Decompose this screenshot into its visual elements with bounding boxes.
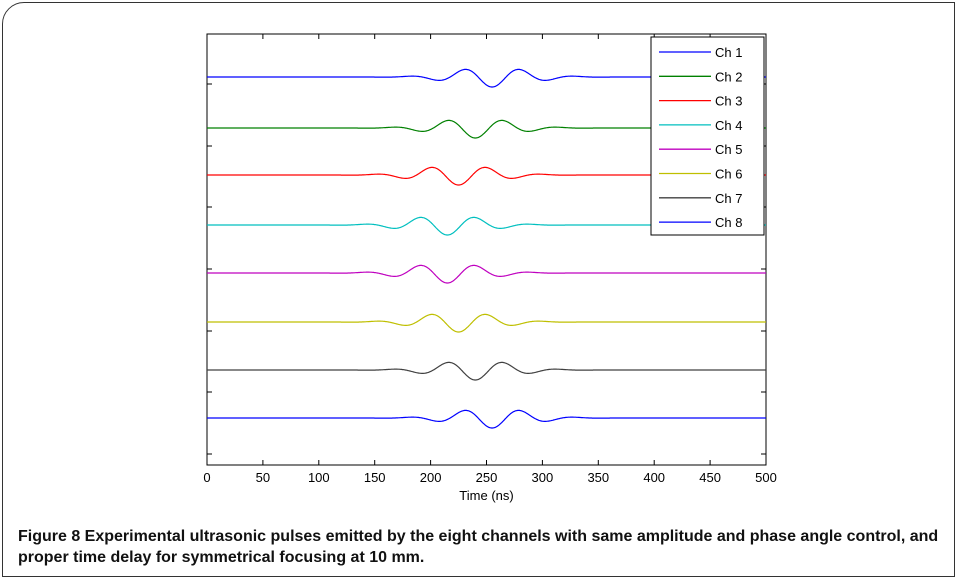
x-tick-label: 0 [203, 470, 210, 485]
x-axis-label: Time (ns) [459, 488, 513, 503]
series-line-5 [207, 264, 766, 284]
x-tick-label: 50 [256, 470, 270, 485]
x-tick-label: 150 [364, 470, 386, 485]
x-tick-label: 450 [699, 470, 721, 485]
caption-text: Experimental ultrasonic pulses emitted b… [18, 528, 939, 566]
series-line-7 [207, 361, 766, 381]
x-tick-label: 250 [476, 470, 498, 485]
x-tick-label: 100 [308, 470, 330, 485]
series-line-6 [207, 313, 766, 333]
chart: 0 50 100 150 200 250 300 350 400 450 500 Time (ns) C… [203, 33, 777, 503]
series-line-8 [207, 409, 766, 429]
x-tick-label: 300 [532, 470, 554, 485]
legend-label-4: Ch 4 [715, 118, 742, 133]
x-tick-label: 400 [643, 470, 665, 485]
legend-label-2: Ch 2 [715, 69, 742, 84]
figure-caption: Figure 8 Experimental ultrasonic pulses … [18, 526, 943, 568]
x-tick-label: 500 [755, 470, 777, 485]
legend-label-8: Ch 8 [715, 215, 742, 230]
legend-label-1: Ch 1 [715, 45, 742, 60]
legend-label-7: Ch 7 [715, 191, 742, 206]
legend-label-3: Ch 3 [715, 94, 742, 109]
caption-label: Figure 8 [18, 528, 81, 545]
legend-label-5: Ch 5 [715, 142, 742, 157]
x-tick-label: 350 [587, 470, 609, 485]
legend-box [650, 36, 765, 236]
legend-label-6: Ch 6 [715, 167, 742, 182]
x-tick-label: 200 [420, 470, 442, 485]
